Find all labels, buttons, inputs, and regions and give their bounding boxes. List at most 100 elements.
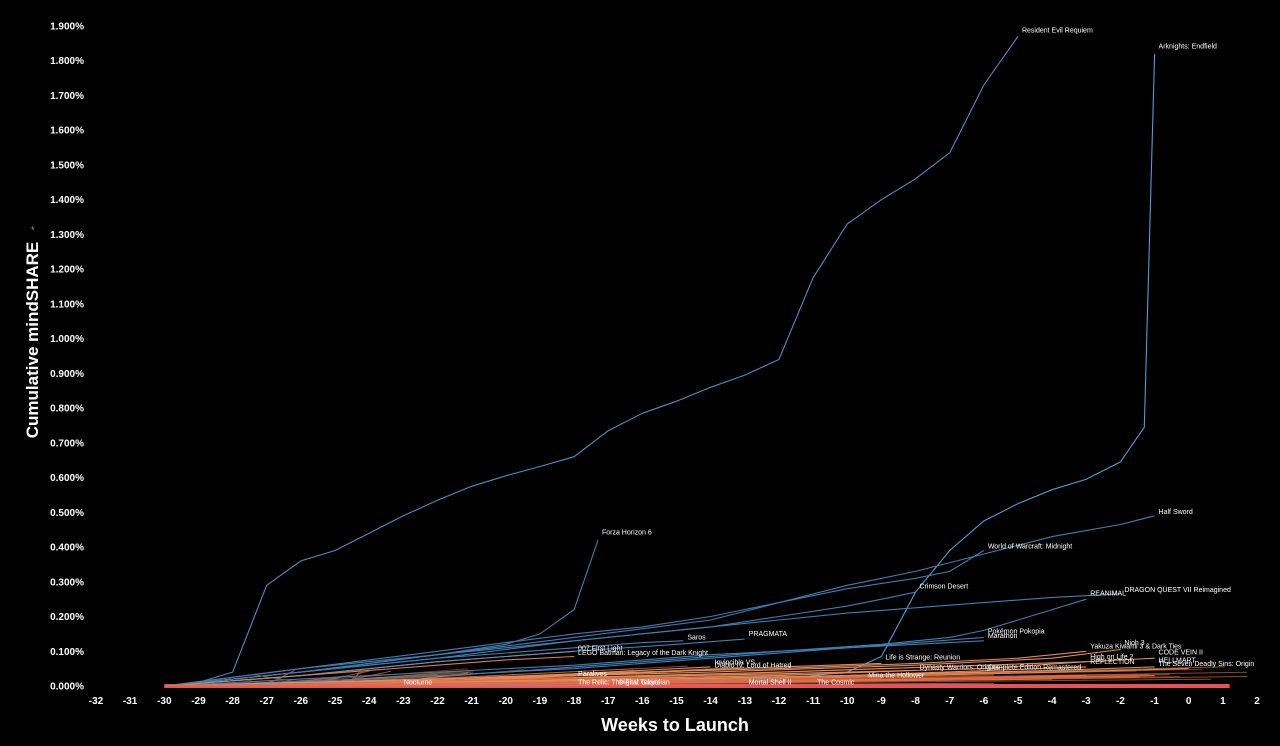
series-label: High on Life 2	[1090, 654, 1133, 661]
series-label: 007 First Light	[578, 645, 622, 652]
series-label: LEGO Batman: Legacy of the Dark Knight	[578, 650, 708, 657]
x-tick-label: -19	[533, 696, 548, 707]
x-tick-label: -4	[1048, 696, 1057, 707]
series-label: Nioh 3	[1124, 640, 1144, 647]
series-label: World of Warcraft: Midnight	[988, 544, 1072, 551]
x-tick-label: -26	[294, 696, 309, 707]
series-label: Forza Horizon 6	[602, 530, 652, 537]
series-line	[164, 675, 1087, 687]
x-tick-label: -10	[840, 696, 855, 707]
x-tick-label: -9	[877, 696, 886, 707]
x-tick-label: -24	[362, 696, 377, 707]
series-line	[164, 640, 984, 687]
x-tick-label: -18	[567, 696, 582, 707]
x-tick-label: -15	[669, 696, 684, 707]
series-label: Nocturne	[404, 679, 433, 686]
x-tick-label: -11	[806, 696, 820, 707]
y-tick-label: 1.000%	[50, 334, 84, 345]
series-label: The Relic: The First Guardian	[578, 679, 670, 686]
x-tick-label: -2	[1116, 696, 1125, 707]
series-label: Resident Evil Requiem	[1022, 28, 1093, 35]
y-tick-label: 0.900%	[50, 369, 84, 380]
y-tick-label: 1.800%	[50, 56, 84, 67]
series-label: Saros	[687, 635, 706, 642]
series-line	[164, 636, 984, 687]
x-axis-ticks: -32 -31 -30 -29 -28 -27 -26 -25 -24 -23 -22 -21 -20-…	[89, 696, 1260, 707]
series-label: Mortal Shell II	[749, 679, 792, 686]
x-tick-label: -16	[635, 696, 650, 707]
series-label: REANIMAL	[1090, 590, 1126, 597]
series-line	[164, 666, 711, 687]
x-tick-label: -7	[945, 696, 954, 707]
x-tick-label: -14	[703, 696, 718, 707]
y-axis-title-mark: *	[31, 225, 35, 235]
series-line	[164, 640, 684, 687]
x-tick-label: -12	[772, 696, 787, 707]
x-tick-label: -30	[157, 696, 172, 707]
x-tick-label: -32	[89, 696, 104, 707]
series-label: Digital Tokyo	[619, 679, 659, 686]
series-label: REFLECTION	[1090, 659, 1134, 666]
x-tick-label: -27	[260, 696, 275, 707]
x-tick-label: -17	[601, 696, 616, 707]
series-label: Paralives	[578, 671, 607, 678]
y-tick-label: 0.300%	[50, 577, 84, 588]
x-tick-label: -28	[225, 696, 240, 707]
series-label: Half Sword	[1159, 509, 1193, 516]
y-tick-label: 1.300%	[50, 230, 84, 241]
y-axis-title: Cumulative mindSHARE	[23, 242, 42, 438]
series-line	[164, 676, 575, 687]
x-tick-label: -22	[430, 696, 445, 707]
series-label: PRAGMATA	[749, 631, 788, 638]
series-label: The Seven Deadly Sins: Origin	[1159, 661, 1255, 668]
y-tick-label: 0.100%	[50, 647, 84, 658]
series-line	[164, 675, 916, 687]
x-tick-label: -3	[1082, 696, 1091, 707]
y-tick-label: 0.200%	[50, 612, 84, 623]
x-tick-label: -23	[396, 696, 411, 707]
y-tick-label: 0.800%	[50, 404, 84, 415]
x-tick-label: -1	[1150, 696, 1159, 707]
x-tick-label: -6	[979, 696, 988, 707]
series-lines	[164, 36, 1189, 687]
series-label: Diablo IV: Lord of Hatred	[715, 663, 792, 670]
y-tick-label: 1.400%	[50, 195, 84, 206]
series-label: Complete Edition Remastered	[988, 664, 1081, 671]
y-tick-label: 0.000%	[50, 682, 84, 693]
y-tick-label: 0.600%	[50, 473, 84, 484]
y-axis-ticks: 0.000% 0.100% 0.200% 0.300% 0.400% 0.500% 0.60…	[50, 22, 84, 693]
series-label: Crimson Desert	[920, 583, 969, 590]
series-line	[164, 550, 985, 687]
series-label: The Cosmic	[817, 679, 855, 686]
x-tick-label: 2	[1254, 696, 1260, 707]
x-tick-label: -8	[911, 696, 920, 707]
y-tick-label: 1.100%	[50, 299, 84, 310]
y-tick-label: 1.200%	[50, 265, 84, 276]
x-tick-label: -21	[464, 696, 479, 707]
x-tick-label: -5	[1014, 696, 1023, 707]
series-label: Dynasty Warriors: Origins	[920, 664, 1000, 671]
x-tick-label: -25	[328, 696, 343, 707]
series-line	[164, 36, 1019, 687]
x-tick-label: -13	[738, 696, 753, 707]
series-line	[164, 53, 1156, 687]
series-labels: Nocturne The Relic: The First GuardianDig…	[404, 28, 1254, 687]
y-tick-label: 0.400%	[50, 543, 84, 554]
y-tick-label: 1.500%	[50, 160, 84, 171]
series-label: CODE VEIN II	[1159, 649, 1203, 656]
series-label: Mina the Hollower	[868, 673, 925, 680]
series-label: Yakuza Kiwami 3 & Dark Ties	[1090, 644, 1182, 651]
x-tick-label: -31	[123, 696, 138, 707]
y-tick-label: 1.700%	[50, 91, 84, 102]
series-label: Life is Strange: Reunion	[885, 655, 960, 662]
y-tick-label: 0.500%	[50, 508, 84, 519]
x-tick-label: -29	[191, 696, 206, 707]
x-tick-label: 1	[1220, 696, 1226, 707]
series-label: HELLMART	[1159, 657, 1197, 664]
series-label: DRAGON QUEST VII Reimagined	[1124, 587, 1231, 594]
series-label: Arknights: Endfield	[1159, 43, 1217, 50]
y-tick-label: 0.700%	[50, 438, 84, 449]
series-line	[164, 655, 575, 687]
series-label: Marathon	[988, 633, 1018, 640]
